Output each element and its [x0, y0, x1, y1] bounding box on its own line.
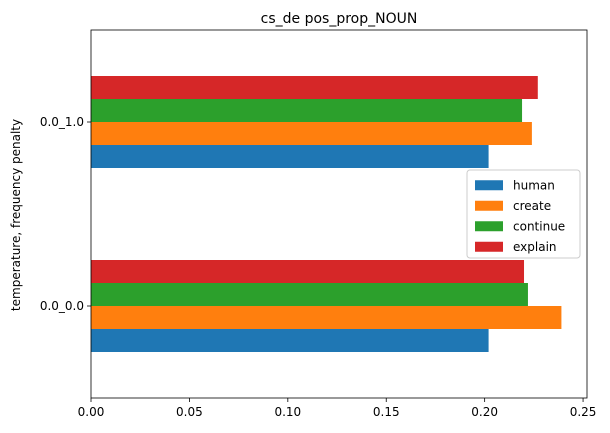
bar-continue-0.0_1.0: [91, 99, 523, 122]
x-tick-label: 0.05: [176, 405, 203, 419]
plot-frame: [90, 29, 588, 399]
legend-swatch-explain: [475, 241, 503, 252]
bar-human-0.0_1.0: [91, 145, 489, 168]
plot-area: 0.00 0.05 0.10 0.15 0.20 0.25 0.0_0.0 0.0_1.0: [40, 29, 597, 419]
legend-frame: [466, 169, 581, 259]
x-tick-label: 0.00: [78, 405, 105, 419]
x-tick-label: 0.15: [373, 405, 400, 419]
legend-label-continue: continue: [513, 219, 565, 233]
legend-label-create: create: [513, 199, 551, 213]
legend: human create continue explain: [466, 169, 581, 259]
bar-explain-0.0_1.0: [91, 76, 538, 99]
legend-swatch-continue: [475, 221, 503, 232]
y-tick-label: 0.0_0.0: [40, 299, 84, 313]
y-axis-title: temperature, frequency penalty: [9, 119, 23, 311]
legend-label-human: human: [513, 178, 555, 192]
x-tick-label: 0.10: [274, 405, 301, 419]
bar-create-0.0_0.0: [91, 306, 562, 329]
x-tick-label: 0.20: [471, 405, 498, 419]
legend-swatch-create: [475, 200, 503, 211]
bar-human-0.0_0.0: [91, 329, 489, 352]
legend-label-explain: explain: [513, 240, 557, 254]
bar-explain-0.0_0.0: [91, 260, 525, 283]
x-tick-label: 0.25: [570, 405, 597, 419]
bar-continue-0.0_0.0: [91, 283, 528, 306]
bar-create-0.0_1.0: [91, 122, 532, 145]
legend-swatch-human: [475, 180, 503, 191]
chart-title: cs_de pos_prop_NOUN: [261, 11, 418, 27]
y-tick-label: 0.0_1.0: [40, 115, 84, 129]
